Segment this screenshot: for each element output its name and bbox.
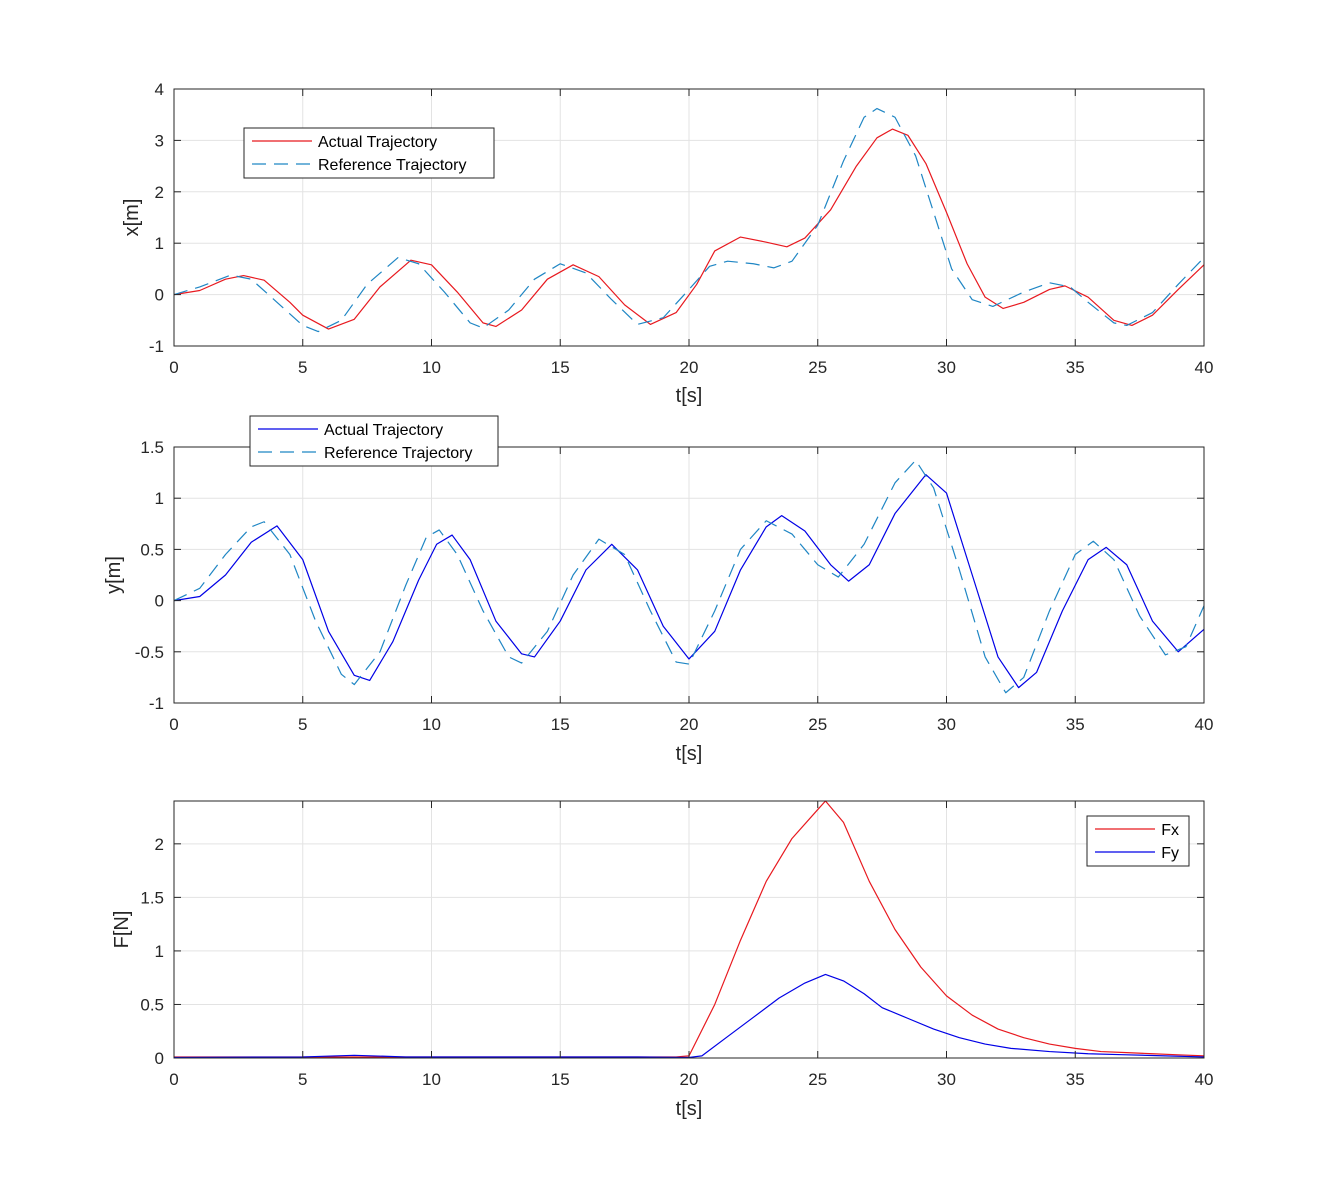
y-tick-label: 0 [155, 286, 164, 305]
legend-label: Actual Trajectory [324, 422, 443, 439]
legend-label: Fx [1161, 822, 1179, 839]
legend: Actual Trajectory Reference Trajectory [243, 127, 495, 179]
x-tick-label: 0 [169, 358, 178, 377]
series-line-fx [174, 800, 1204, 1058]
y-tick-label: 1 [155, 489, 164, 508]
y-tick-label: 1 [155, 942, 164, 961]
x-tick-label: 10 [422, 715, 441, 734]
series-line-fy [174, 973, 1204, 1059]
legend-label: Reference Trajectory [324, 445, 473, 462]
subplot-2: 0 5 10 15 20 25 30 35 40 -1 -0.5 0 0.5 1 1.5 t[s] y[m] Ac… [103, 415, 1214, 765]
y-tick-label: 0.5 [140, 540, 164, 559]
legend-box [249, 415, 499, 467]
x-tick-label: 0 [169, 1070, 178, 1089]
y-tick-label: 0 [155, 1049, 164, 1068]
x-tick-label: 25 [808, 358, 827, 377]
legend-box [243, 127, 495, 179]
y-tick-label: -1 [149, 337, 164, 356]
x-tick-label: 15 [551, 358, 570, 377]
x-tick-label: 35 [1066, 715, 1085, 734]
y-tick-label: 4 [155, 80, 164, 99]
x-tick-label: 20 [680, 358, 699, 377]
y-tick-label: 0.5 [140, 995, 164, 1014]
y-tick-label: 3 [155, 131, 164, 150]
x-axis-label: t[s] [676, 743, 703, 765]
legend: Fx Fy [1086, 815, 1190, 867]
subplot-1: 0 5 10 15 20 25 30 35 40 -1 0 1 2 3 4 t[s] x[m] Actual Tr… [121, 80, 1213, 407]
x-tick-label: 25 [808, 715, 827, 734]
x-tick-label: 5 [298, 358, 307, 377]
x-tick-label: 15 [551, 715, 570, 734]
y-tick-label: 2 [155, 183, 164, 202]
x-tick-label: 5 [298, 1070, 307, 1089]
series-line-reference-trajectory [174, 459, 1204, 694]
y-tick-label: -0.5 [135, 643, 164, 662]
x-tick-label: 40 [1195, 715, 1214, 734]
y-axis-label: x[m] [121, 199, 143, 237]
x-tick-label: 30 [937, 1070, 956, 1089]
x-tick-label: 20 [680, 715, 699, 734]
subplot-3: 0 5 10 15 20 25 30 35 40 0 0.5 1 1.5 2 t[s] F[N] Fx Fy [111, 800, 1214, 1120]
x-tick-label: 0 [169, 715, 178, 734]
x-tick-label: 30 [937, 358, 956, 377]
legend: Actual Trajectory Reference Trajectory [249, 415, 499, 467]
y-tick-label: 1.5 [140, 888, 164, 907]
y-tick-label: -1 [149, 694, 164, 713]
y-axis-label: F[N] [111, 911, 133, 949]
legend-label: Fy [1161, 845, 1179, 862]
y-tick-label: 1.5 [140, 438, 164, 457]
y-tick-label: 1 [155, 234, 164, 253]
x-axis-label: t[s] [676, 1098, 703, 1120]
series-line-reference-trajectory [174, 107, 1204, 333]
legend-box [1086, 815, 1190, 867]
x-tick-label: 40 [1195, 1070, 1214, 1089]
x-tick-label: 10 [422, 358, 441, 377]
y-tick-label: 0 [155, 592, 164, 611]
x-tick-label: 35 [1066, 358, 1085, 377]
legend-label: Actual Trajectory [318, 134, 437, 151]
x-tick-label: 25 [808, 1070, 827, 1089]
y-tick-label: 2 [155, 835, 164, 854]
x-tick-label: 20 [680, 1070, 699, 1089]
legend-label: Reference Trajectory [318, 157, 467, 174]
x-tick-label: 35 [1066, 1070, 1085, 1089]
x-tick-label: 15 [551, 1070, 570, 1089]
x-tick-label: 5 [298, 715, 307, 734]
series-line-actual-trajectory [174, 128, 1204, 330]
x-tick-label: 30 [937, 715, 956, 734]
x-axis-label: t[s] [676, 385, 703, 407]
x-tick-label: 10 [422, 1070, 441, 1089]
x-tick-label: 40 [1195, 358, 1214, 377]
y-axis-label: y[m] [103, 556, 125, 594]
